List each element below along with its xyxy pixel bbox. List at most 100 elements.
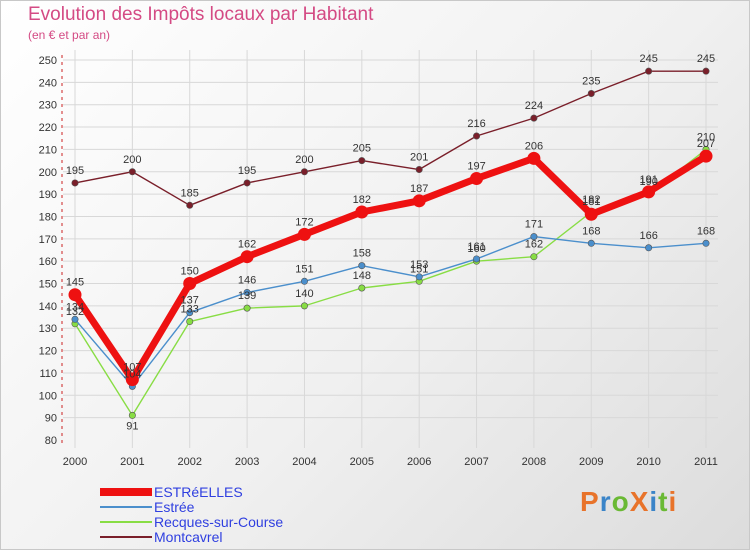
data-label: 162 xyxy=(525,239,543,251)
x-tick-label: 2003 xyxy=(235,456,259,468)
data-point xyxy=(702,67,710,75)
data-label: 104 xyxy=(123,368,141,380)
data-point xyxy=(186,309,194,317)
data-label: 185 xyxy=(181,187,199,199)
y-tick-label: 210 xyxy=(39,144,57,156)
logo-letter: t xyxy=(658,486,669,517)
data-label: 191 xyxy=(639,174,657,186)
data-label: 150 xyxy=(181,266,199,278)
data-label: 172 xyxy=(295,216,313,228)
y-tick-label: 170 xyxy=(39,234,57,246)
y-tick-label: 150 xyxy=(39,279,57,291)
data-point xyxy=(355,205,369,219)
y-tick-label: 240 xyxy=(39,77,57,89)
data-label: 245 xyxy=(697,53,715,65)
y-tick-label: 180 xyxy=(39,211,57,223)
data-point xyxy=(68,288,82,302)
data-point xyxy=(71,315,79,323)
data-point xyxy=(128,411,136,419)
data-label: 190 xyxy=(639,176,657,188)
data-label: 153 xyxy=(410,259,428,271)
y-tick-label: 220 xyxy=(39,122,57,134)
x-tick-label: 2009 xyxy=(579,456,603,468)
data-point xyxy=(642,185,656,199)
y-tick-label: 100 xyxy=(39,390,57,402)
data-label: 168 xyxy=(582,225,600,237)
data-point xyxy=(702,239,710,247)
y-tick-label: 80 xyxy=(45,435,57,447)
x-tick-label: 2001 xyxy=(120,456,144,468)
data-point xyxy=(71,179,79,187)
data-label: 151 xyxy=(410,263,428,275)
data-label: 200 xyxy=(123,154,141,166)
x-tick-label: 2011 xyxy=(694,456,718,468)
legend-label-recques: Recques-sur-Course xyxy=(154,513,284,530)
data-label: 166 xyxy=(639,230,657,242)
data-label: 107 xyxy=(123,362,141,374)
data-point xyxy=(645,244,653,252)
logo-letter: o xyxy=(611,486,630,517)
data-point xyxy=(699,149,713,163)
y-tick-label: 230 xyxy=(39,100,57,112)
data-point xyxy=(415,273,423,281)
data-label: 132 xyxy=(66,306,84,318)
chart-title: Evolution des Impôts locaux par Habitant xyxy=(28,4,374,25)
logo-letter: i xyxy=(649,486,659,517)
data-label: 224 xyxy=(525,100,543,112)
data-point xyxy=(300,168,308,176)
series-line xyxy=(74,148,707,417)
data-label: 216 xyxy=(467,118,485,130)
data-point xyxy=(358,284,366,292)
series-line xyxy=(74,70,707,206)
x-tick-label: 2002 xyxy=(177,456,201,468)
y-tick-label: 190 xyxy=(39,189,57,201)
data-label: 158 xyxy=(353,248,371,260)
logo-letter: i xyxy=(668,486,678,517)
data-point xyxy=(584,207,598,221)
data-point xyxy=(186,318,194,326)
data-point xyxy=(128,168,136,176)
chart-subtitle: (en € et par an) xyxy=(28,28,111,42)
logo-letter: r xyxy=(599,486,612,517)
data-label: 210 xyxy=(697,131,715,143)
data-point xyxy=(243,288,251,296)
y-tick-label: 160 xyxy=(39,256,57,268)
data-label: 181 xyxy=(582,196,600,208)
legend-label-montcavrel: Montcavrel xyxy=(154,528,223,545)
data-label: 207 xyxy=(697,138,715,150)
data-label: 182 xyxy=(353,194,371,206)
data-point xyxy=(358,157,366,165)
data-label: 148 xyxy=(353,270,371,282)
x-tick-label: 2006 xyxy=(407,456,431,468)
data-label: 195 xyxy=(66,165,84,177)
logo-letter: P xyxy=(580,486,600,517)
legend-item-montcavrel: Montcavrel xyxy=(100,528,283,545)
legend-label-estree: Estrée xyxy=(154,498,195,515)
series-line xyxy=(74,235,707,388)
data-label: 168 xyxy=(697,225,715,237)
x-tick-label: 2010 xyxy=(636,456,660,468)
data-point xyxy=(297,227,311,241)
legend-swatch-estree xyxy=(100,505,152,508)
data-point xyxy=(527,151,541,165)
legend-item-recques: Recques-sur-Course xyxy=(100,513,284,530)
x-tick-label: 2000 xyxy=(63,456,87,468)
y-tick-label: 250 xyxy=(39,55,57,67)
logo-letter: X xyxy=(629,486,650,517)
data-point xyxy=(415,166,423,174)
x-tick-label: 2007 xyxy=(464,456,488,468)
data-label: 137 xyxy=(181,295,199,307)
data-label: 140 xyxy=(295,288,313,300)
data-label: 151 xyxy=(295,263,313,275)
y-tick-label: 110 xyxy=(39,368,57,380)
data-point xyxy=(530,253,538,261)
legend-swatch-recques xyxy=(100,520,152,523)
y-tick-label: 90 xyxy=(45,413,57,425)
data-label: 145 xyxy=(66,277,84,289)
data-point xyxy=(587,90,595,98)
series-line xyxy=(71,152,710,384)
data-label: 245 xyxy=(639,53,657,65)
legend-swatch-estreelles xyxy=(100,487,152,496)
